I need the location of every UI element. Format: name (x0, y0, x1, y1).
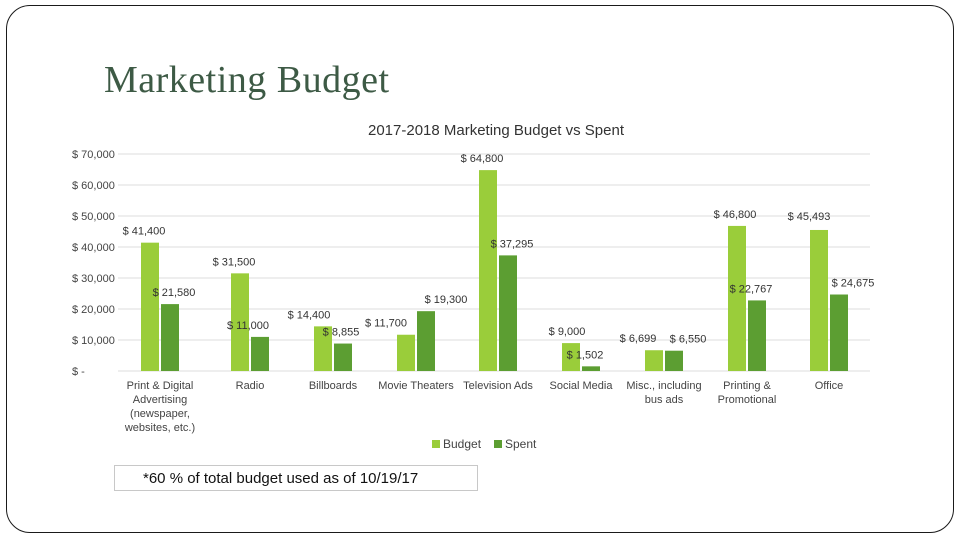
category-label: Social Media (550, 380, 614, 392)
chart-title: 2017-2018 Marketing Budget vs Spent (368, 122, 625, 139)
data-label: $ 11,000 (227, 320, 269, 332)
spent-bar (161, 304, 179, 371)
y-tick-label: $ 50,000 (72, 211, 115, 223)
legend-swatch-budget (432, 440, 440, 448)
legend-label-budget: Budget (443, 437, 482, 451)
data-label: $ 9,000 (549, 326, 586, 338)
y-tick-label: $ 40,000 (72, 242, 115, 254)
y-tick-label: $ 30,000 (72, 273, 115, 285)
category-label: Billboards (309, 380, 358, 392)
budget-bar (397, 334, 415, 371)
slide-title: Marketing Budget (104, 59, 390, 101)
budget-bar (479, 170, 497, 371)
spent-bar (582, 366, 600, 371)
data-label: $ 24,675 (832, 278, 875, 290)
category-label: Misc., including (626, 380, 701, 392)
y-tick-label: $ 20,000 (72, 304, 115, 316)
data-label: $ 6,699 (620, 333, 657, 345)
category-label: Movie Theaters (378, 380, 454, 392)
y-tick-label: $ 60,000 (72, 180, 115, 192)
data-label: $ 11,700 (365, 318, 407, 330)
budget-bar (141, 242, 159, 371)
data-label: $ 14,400 (288, 309, 331, 321)
spent-bar (665, 350, 683, 371)
category-label: Radio (236, 380, 265, 392)
category-label: Promotional (718, 394, 777, 406)
spent-bar (417, 311, 435, 371)
legend-swatch-spent (494, 440, 502, 448)
legend-label-spent: Spent (505, 437, 537, 451)
spent-bar (334, 343, 352, 371)
data-label: $ 46,800 (714, 209, 757, 221)
budget-bar (728, 225, 746, 371)
category-label: Television Ads (463, 380, 533, 392)
spent-bar (251, 336, 269, 371)
data-label: $ 45,493 (788, 211, 831, 223)
category-label: Office (815, 380, 844, 392)
spent-bar (499, 255, 517, 371)
y-tick-label: $ - (72, 366, 85, 378)
budget-bar (314, 326, 332, 371)
spent-bar (748, 300, 766, 371)
category-label: Advertising (133, 394, 187, 406)
data-label: $ 41,400 (123, 226, 166, 238)
budget-bar (810, 229, 828, 371)
data-label: $ 1,502 (567, 349, 604, 361)
category-label: Printing & (723, 380, 771, 392)
data-label: $ 19,300 (425, 294, 468, 306)
data-label: $ 22,767 (730, 283, 773, 295)
category-label: (newspaper, (130, 408, 190, 420)
data-label: $ 64,800 (461, 153, 504, 165)
data-label: $ 8,855 (323, 327, 360, 339)
data-label: $ 21,580 (153, 287, 196, 299)
budget-bar (645, 350, 663, 371)
data-label: $ 6,550 (670, 334, 707, 346)
data-label: $ 37,295 (491, 238, 534, 250)
footnote: *60 % of total budget used as of 10/19/1… (114, 465, 478, 491)
category-label: websites, etc.) (124, 422, 195, 434)
data-label: $ 31,500 (213, 256, 256, 268)
spent-bar (830, 294, 848, 371)
category-label: bus ads (645, 394, 684, 406)
y-tick-label: $ 10,000 (72, 335, 115, 347)
category-label: Print & Digital (127, 380, 194, 392)
budget-bar (562, 343, 580, 371)
y-tick-label: $ 70,000 (72, 149, 115, 161)
budget-bar (231, 273, 249, 371)
